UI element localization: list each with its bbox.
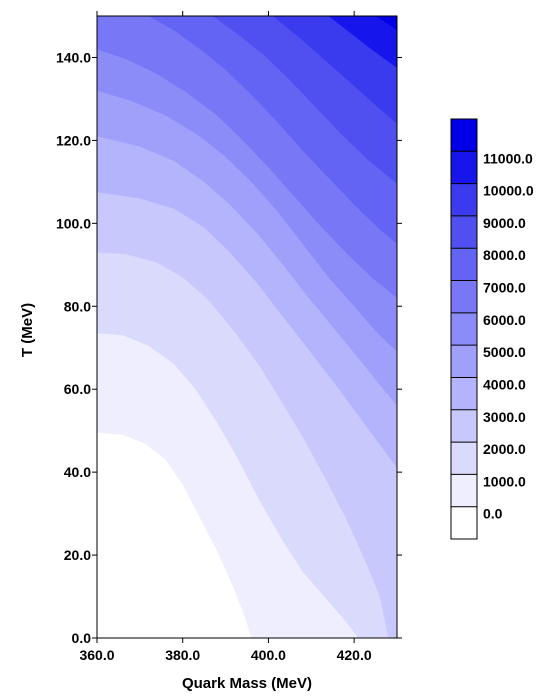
y-tick-label: 60.0 <box>64 381 91 397</box>
colorbar-swatch <box>451 377 477 410</box>
colorbar-swatch <box>451 183 477 216</box>
colorbar-swatch <box>451 119 477 152</box>
contour-band-10 <box>97 16 397 124</box>
x-tick-label: 380.0 <box>165 647 200 663</box>
colorbar-frame <box>450 118 478 540</box>
colorbar: 0.0 1000.0 2000.0 3000.0 4000.0 5000.0 6000.0 7… <box>450 118 534 540</box>
colorbar-swatch <box>451 312 477 346</box>
plot-frame <box>96 15 398 639</box>
x-axis-title: Quark Mass (MeV) <box>182 675 312 692</box>
x-tick-label: 360.0 <box>79 647 114 663</box>
x-tick-label: 400.0 <box>251 647 286 663</box>
colorbar-swatch <box>451 280 477 313</box>
colorbar-label: 5000.0 <box>483 344 526 360</box>
colorbar-swatch <box>451 151 477 184</box>
plot-area <box>97 16 397 638</box>
colorbar-label: 7000.0 <box>483 280 526 296</box>
colorbar-swatch <box>451 345 477 378</box>
colorbar-swatch <box>451 506 477 539</box>
colorbar-swatch <box>451 248 477 281</box>
colorbar-label: 11000.0 <box>483 150 533 166</box>
colorbar-swatch <box>451 215 477 249</box>
y-tick-label: 40.0 <box>64 464 91 480</box>
colorbar-swatch <box>451 442 477 475</box>
colorbar-label: 8000.0 <box>483 247 526 263</box>
contour-band-9 <box>97 16 397 184</box>
colorbar-label: 6000.0 <box>483 312 526 328</box>
colorbar-label: 2000.0 <box>483 441 526 457</box>
contour-band-11 <box>97 16 397 68</box>
y-axis-title: T (MeV) <box>19 303 36 357</box>
colorbar-label: 3000.0 <box>483 409 526 425</box>
colorbar-label: 4000.0 <box>483 376 526 392</box>
colorbar-label: 10000.0 <box>483 183 534 199</box>
y-tick-label: 120.0 <box>56 132 91 148</box>
y-tick-label: 100.0 <box>56 215 91 231</box>
colorbar-label: 9000.0 <box>483 215 526 231</box>
colorbar-label: 0.0 <box>483 506 503 522</box>
y-tick-label: 80.0 <box>64 298 91 314</box>
y-tick-label: 20.0 <box>64 547 91 563</box>
colorbar-swatch <box>451 474 477 507</box>
colorbar-swatch <box>451 409 477 443</box>
axes: 360.0 380.0 400.0 420.0 0.0 20.0 40.0 60.0 80.0 1… <box>56 11 402 663</box>
y-tick-label: 140.0 <box>56 49 91 65</box>
colorbar-label: 1000.0 <box>483 473 526 489</box>
y-tick-label: 0.0 <box>72 630 92 646</box>
x-tick-label: 420.0 <box>337 647 372 663</box>
